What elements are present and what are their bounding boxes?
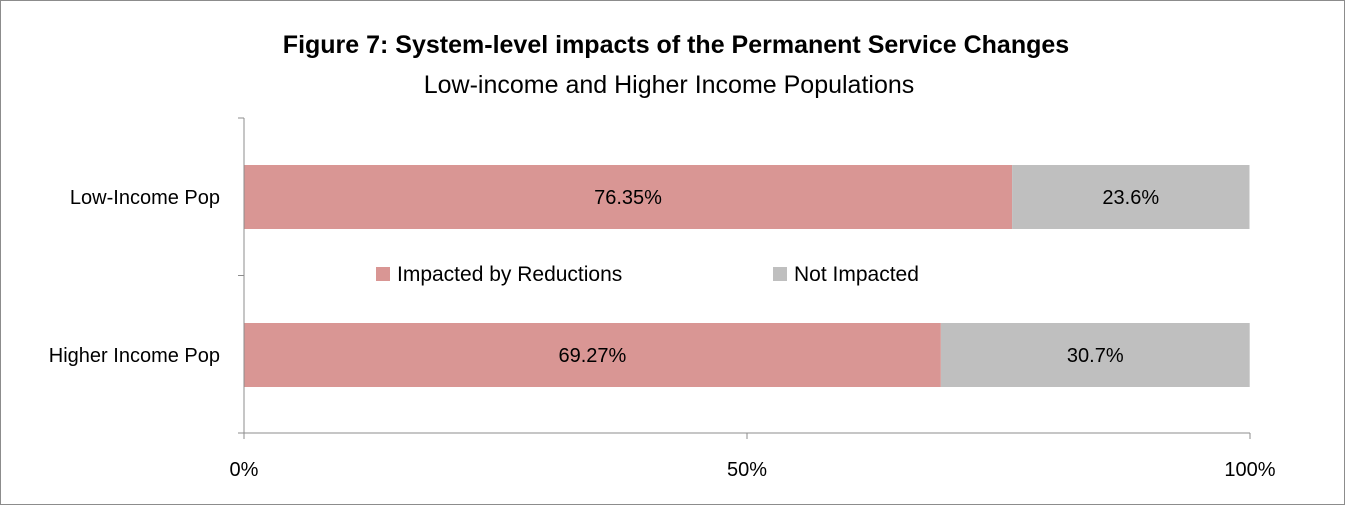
chart-subtitle: Low-income and Higher Income Populations xyxy=(424,71,915,99)
data-label-impacted-by-reductions-2: 69.27% xyxy=(559,345,627,367)
legend-swatch-not-impacted xyxy=(773,267,787,281)
data-label-not-impacted-2: 30.7% xyxy=(1067,345,1124,367)
legend-label-not-impacted: Not Impacted xyxy=(794,263,919,286)
bar-not-impacted-2 xyxy=(940,323,1250,387)
bar-not-impacted-1 xyxy=(1012,165,1250,229)
x-tick-label: 0% xyxy=(230,459,259,481)
legend-label-impacted-by-reductions: Impacted by Reductions xyxy=(397,263,622,286)
bars-layer: 76.35% 23.6% 69.27% 30.7% xyxy=(244,165,1250,387)
axis-layer: Low-Income Pop Higher Income Pop 0% 50% 100% xyxy=(49,117,1276,481)
x-tick-label: 100% xyxy=(1224,459,1275,481)
legend: Impacted by Reductions Not Impacted xyxy=(376,263,919,286)
bar-impacted-by-reductions-1 xyxy=(244,165,1013,229)
chart-title: Figure 7: System-level impacts of the Pe… xyxy=(283,31,1069,59)
data-label-not-impacted-1: 23.6% xyxy=(1102,187,1159,209)
category-label: Higher Income Pop xyxy=(49,345,220,367)
category-label: Low-Income Pop xyxy=(70,187,220,209)
x-tick-label: 50% xyxy=(727,459,767,481)
bar-impacted-by-reductions-2 xyxy=(244,323,941,387)
data-label-impacted-by-reductions-1: 76.35% xyxy=(594,187,662,209)
legend-swatch-impacted-by-reductions xyxy=(376,267,390,281)
